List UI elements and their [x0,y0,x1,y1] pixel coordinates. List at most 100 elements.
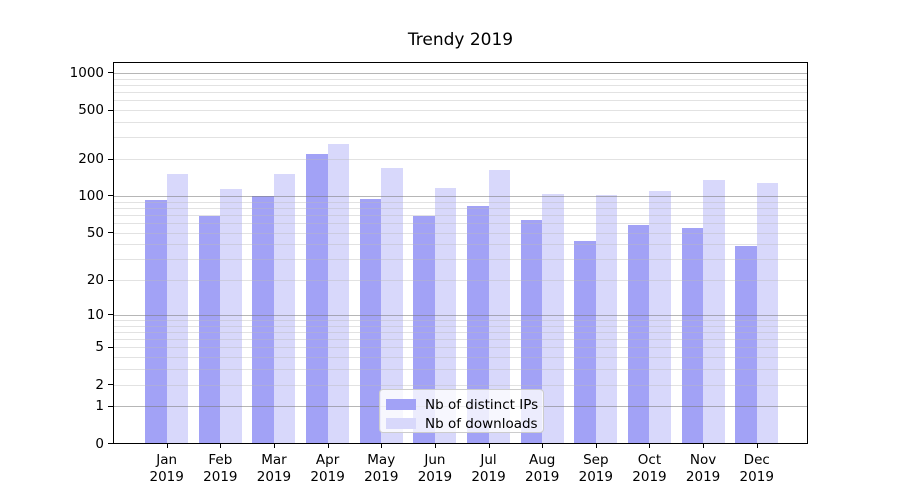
x-tick-label: Aug 2019 [502,452,582,486]
gridline-minor [114,92,807,94]
gridline-minor [114,259,807,261]
y-tick [108,346,113,348]
gridline-minor [114,214,807,216]
x-tick-month: May [367,452,396,468]
legend-label: Nb of downloads [425,415,538,432]
gridline-minor [114,357,807,359]
x-tick [166,444,168,448]
gridline-minor [114,100,807,102]
y-tick-label: 2 [95,376,104,393]
y-tick-label: 1 [95,398,104,415]
x-tick-month: Aug [528,452,556,468]
bar-downloads [703,180,725,443]
legend-item: Nb of downloads [386,414,538,433]
x-tick-month: Jan [156,452,178,468]
x-tick-year: 2019 [203,469,238,485]
bar-distinct-ips [627,224,650,443]
bar-downloads [595,194,618,443]
x-tick-label: Nov 2019 [663,452,743,486]
y-tick [108,443,113,444]
y-tick [108,314,113,316]
bar-distinct-ips [145,199,167,443]
gridline-minor [114,320,807,321]
gridline-minor [114,84,807,86]
y-tick-label: 50 [86,224,104,241]
y-tick [108,405,113,407]
x-tick-year: 2019 [578,469,613,485]
y-tick [108,384,113,386]
bar-distinct-ips [306,153,328,443]
legend-swatch-distinct-ips [386,399,416,410]
gridline-minor [114,78,807,80]
y-tick-label: 20 [86,272,104,289]
x-tick [756,444,758,448]
x-axis-line [113,443,808,444]
gridline-minor [114,110,807,112]
gridline-major [114,195,807,197]
gridline-minor [114,137,807,139]
gridline-minor [114,325,807,327]
y-tick-label: 10 [86,306,104,323]
x-tick-month: Nov [689,452,717,468]
x-tick-year: 2019 [364,469,399,485]
gridline-minor [114,331,807,333]
gridline-minor [114,122,807,124]
x-tick [542,444,544,448]
x-tick [703,444,705,448]
bar-downloads [756,183,779,443]
x-tick-month: Jun [424,452,446,468]
bar-distinct-ips [681,227,704,443]
bar-distinct-ips [198,216,221,443]
gridline-minor [114,369,807,371]
x-tick [595,444,597,448]
x-tick-label: Apr 2019 [288,452,368,486]
top-spine [113,62,808,63]
x-tick-label: Dec 2019 [717,452,797,486]
y-tick-label: 200 [78,151,104,168]
x-tick-label: Jan 2019 [127,452,207,486]
x-tick-year: 2019 [739,469,774,485]
x-tick-year: 2019 [632,469,667,485]
x-tick-month: Mar [261,452,287,468]
x-tick-label: Jun 2019 [395,452,475,486]
gridline-minor [114,280,807,282]
y-tick-label: 1000 [69,64,104,81]
y-tick [108,72,113,74]
y-tick-label: 5 [95,339,104,356]
x-tick [220,444,222,448]
x-tick-label: Mar 2019 [234,452,314,486]
bar-downloads [273,174,296,443]
x-tick-label: Feb 2019 [180,452,260,486]
y-tick [108,232,113,234]
gridline-minor [114,207,807,209]
bar-downloads [381,167,403,443]
x-tick [649,444,651,448]
plot-area [113,62,808,444]
gridline-minor [114,244,807,246]
bar-downloads [327,144,350,443]
legend-label: Nb of distinct IPs [425,396,539,413]
x-tick-label: Oct 2019 [609,452,689,486]
gridline-major [114,72,807,74]
x-tick [381,444,383,448]
x-tick-label: Sep 2019 [556,452,636,486]
x-tick-year: 2019 [471,469,506,485]
bar-downloads [166,174,189,443]
x-tick-year: 2019 [524,469,560,485]
legend-swatch-downloads [386,418,416,429]
x-tick-month: Jul [480,452,497,468]
y-tick [108,279,113,281]
bar-distinct-ips [413,215,435,443]
x-tick [273,444,275,448]
y-tick [108,158,113,160]
bar-downloads [649,190,671,443]
gridline-minor [114,159,807,161]
bar-downloads [542,194,564,443]
gridline-minor [114,347,807,349]
x-tick-month: Dec [743,452,770,468]
x-tick [327,444,329,448]
right-spine [807,62,808,444]
legend-item: Nb of distinct IPs [386,395,539,414]
bar-distinct-ips [467,205,489,443]
legend: Nb of distinct IPs Nb of downloads [379,389,544,433]
